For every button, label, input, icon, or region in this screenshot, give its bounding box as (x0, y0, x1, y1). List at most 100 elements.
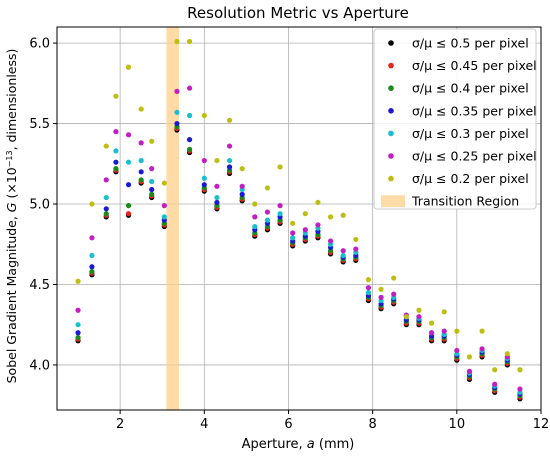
data-point (89, 235, 95, 241)
data-point (214, 183, 220, 189)
data-point (89, 269, 95, 275)
data-point (264, 217, 271, 223)
legend-label: σ/μ ≤ 0.2 per pixel (412, 171, 529, 186)
data-point (365, 289, 372, 296)
data-point (416, 314, 422, 320)
data-point (113, 93, 119, 99)
legend-label: σ/μ ≤ 0.35 per pixel (412, 103, 537, 118)
legend-marker (388, 130, 394, 137)
x-tick-label: 4 (200, 417, 208, 432)
data-point (365, 277, 372, 283)
data-point (103, 143, 109, 149)
data-point (149, 186, 155, 193)
data-point (138, 177, 144, 183)
data-point (174, 109, 180, 115)
data-point (75, 322, 81, 328)
legend-label: Transition Region (411, 194, 519, 209)
data-point (226, 143, 233, 149)
data-point (290, 235, 296, 241)
legend-marker (388, 85, 394, 91)
data-point (466, 354, 473, 360)
data-point (454, 328, 460, 334)
data-point (75, 307, 81, 313)
data-point (149, 191, 155, 197)
x-tick-label: 6 (284, 417, 292, 432)
data-point (252, 201, 258, 207)
data-point (89, 252, 95, 259)
data-point (403, 314, 409, 320)
y-axis-ticks: 4.0 4.5 5.0 5.5 6.0 (29, 37, 57, 373)
data-point (441, 328, 447, 334)
data-point (125, 64, 132, 70)
data-point (103, 194, 109, 201)
data-point (277, 164, 283, 170)
x-tick-label: 2 (116, 417, 124, 432)
data-point (214, 157, 220, 164)
legend-marker (388, 175, 394, 182)
data-point (252, 214, 258, 220)
data-point (277, 203, 283, 209)
data-point (428, 320, 435, 326)
data-point (201, 157, 207, 164)
x-axis-label: Aperture, a (mm) (242, 437, 355, 452)
data-point (239, 191, 245, 197)
transition-region-band (166, 27, 180, 410)
data-point (214, 199, 220, 206)
data-point (161, 214, 167, 220)
data-point (113, 166, 119, 172)
data-point (290, 230, 296, 236)
data-point (103, 211, 109, 217)
data-point (340, 252, 346, 259)
data-point (340, 212, 346, 218)
data-point (378, 286, 384, 292)
data-point (186, 112, 193, 119)
data-point (75, 278, 81, 284)
data-point (174, 88, 180, 94)
chart-title: Resolution Metric vs Aperture (187, 4, 409, 22)
data-point (149, 166, 155, 172)
data-point (125, 182, 132, 188)
data-point (186, 137, 193, 143)
data-point (391, 275, 397, 281)
data-point (214, 194, 220, 201)
data-point (277, 211, 283, 217)
legend-box (373, 28, 537, 210)
legend-label: σ/μ ≤ 0.25 per pixel (412, 149, 537, 164)
data-point (174, 120, 180, 127)
data-point (201, 182, 207, 188)
x-axis-ticks: 2 4 6 8 10 12 (116, 410, 549, 432)
legend-label: σ/μ ≤ 0.3 per pixel (412, 126, 529, 141)
legend-marker (388, 62, 394, 69)
y-tick-label: 4.0 (29, 358, 50, 373)
plot-frame (56, 26, 542, 411)
data-point (441, 309, 447, 315)
data-point (315, 222, 321, 228)
data-point (125, 203, 132, 209)
data-point (149, 178, 155, 185)
x-tick-label: 8 (369, 417, 377, 432)
data-point (89, 264, 95, 270)
data-point (125, 211, 132, 217)
y-tick-label: 6.0 (29, 37, 50, 52)
data-point (138, 140, 144, 146)
data-point (239, 183, 245, 189)
data-point (416, 307, 422, 313)
x-tick-label: 10 (449, 417, 466, 432)
data-point (161, 203, 167, 209)
data-point (353, 236, 359, 243)
data-point (428, 330, 435, 336)
data-point (252, 223, 258, 230)
data-point (504, 351, 510, 357)
data-point (226, 117, 233, 123)
data-point (201, 175, 207, 181)
data-point (454, 347, 460, 354)
data-point (302, 227, 308, 233)
legend-label: σ/μ ≤ 0.4 per pixel (412, 81, 529, 96)
data-point (340, 248, 346, 254)
data-point (466, 368, 473, 374)
y-tick-label: 5.5 (29, 117, 50, 132)
data-point (517, 367, 523, 373)
data-point (264, 185, 271, 191)
data-point (161, 180, 167, 186)
